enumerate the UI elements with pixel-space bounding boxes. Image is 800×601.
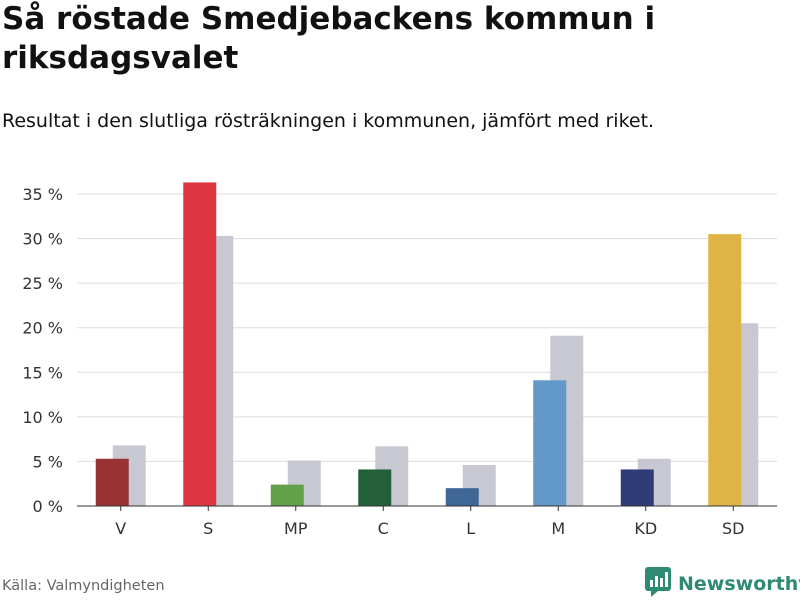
- brand-name: Newsworthy: [678, 573, 800, 595]
- y-axis-ticks: 0 % 5 % 10 % 15 % 20 % 25 % 30 % 35 %: [22, 185, 63, 516]
- bar-kommun-c: [358, 469, 392, 506]
- x-tick-label: SD: [722, 519, 744, 538]
- bar-kommun-m: [533, 380, 567, 506]
- y-tick-label: 5 %: [33, 452, 63, 471]
- gridlines: [77, 193, 777, 462]
- y-tick-label: 30 %: [22, 230, 63, 249]
- y-tick-label: 15 %: [22, 363, 63, 382]
- y-tick-label: 10 %: [22, 408, 63, 427]
- bar-chart-speech-bubble-icon: [645, 567, 671, 601]
- x-axis-ticks: V S MP C L M KD SD: [115, 506, 744, 538]
- x-tick-label: C: [378, 519, 389, 538]
- x-tick-label: MP: [284, 519, 308, 538]
- x-tick-label: S: [203, 519, 213, 538]
- y-tick-label: 35 %: [22, 185, 63, 204]
- bar-kommun-mp: [270, 484, 304, 506]
- chart-subtitle: Resultat i den slutliga rösträkningen i …: [2, 110, 655, 132]
- bar-kommun-v: [95, 458, 129, 506]
- x-tick-label: L: [466, 519, 475, 538]
- bar-kommun-kd: [620, 469, 654, 506]
- bar-kommun-s: [183, 182, 217, 506]
- source-note: Källa: Valmyndigheten: [2, 578, 165, 594]
- bars: [95, 182, 759, 506]
- y-tick-label: 0 %: [33, 497, 63, 516]
- bar-kommun-l: [445, 488, 479, 506]
- y-tick-label: 20 %: [22, 319, 63, 338]
- brand-logo[interactable]: Newsworthy: [645, 567, 800, 601]
- x-tick-label: V: [115, 519, 126, 538]
- bar-kommun-sd: [708, 234, 742, 506]
- x-tick-label: KD: [634, 519, 657, 538]
- chart-title: Så röstade Smedjebackens kommun i riksda…: [2, 1, 656, 76]
- y-tick-label: 25 %: [22, 274, 63, 293]
- x-tick-label: M: [551, 519, 565, 538]
